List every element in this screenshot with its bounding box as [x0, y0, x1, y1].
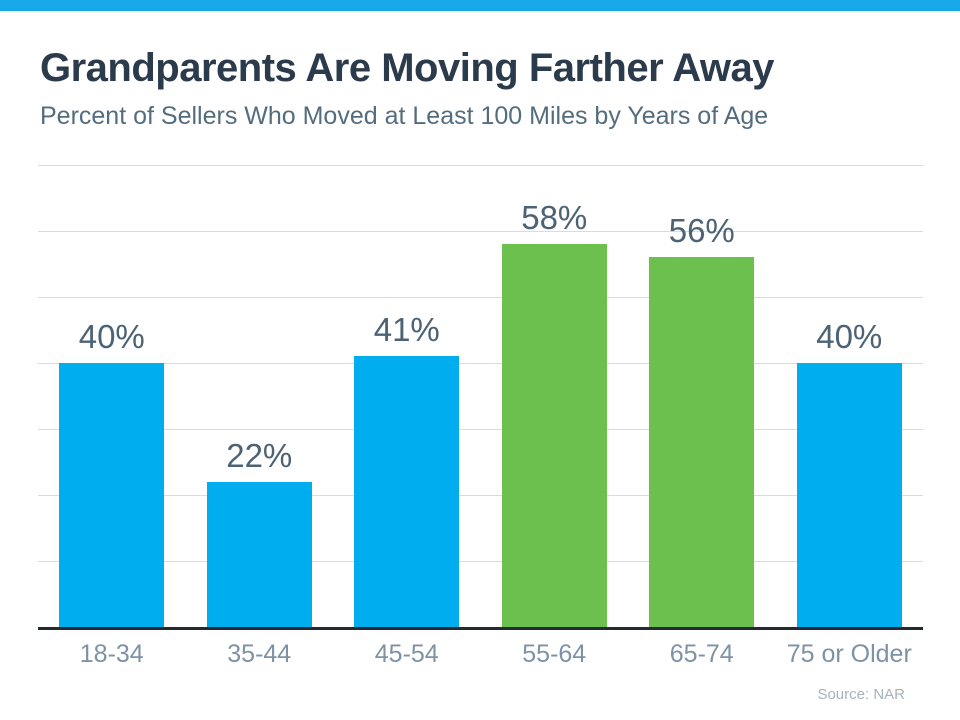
- gridline: [38, 297, 923, 298]
- bar-35-44: [206, 481, 312, 627]
- bar-value-label: 40%: [816, 318, 883, 355]
- bar-value-label: 41%: [373, 311, 440, 349]
- bar-18-34: [59, 363, 165, 627]
- bar-65-74: [649, 257, 755, 627]
- bar-value-label: 40%: [78, 318, 145, 355]
- bar-75-or-older: [796, 363, 902, 627]
- gridline: [38, 165, 923, 166]
- x-axis-label: 18-34: [79, 640, 144, 668]
- bar-cell: 56%: [628, 214, 776, 627]
- top-accent-bar: [0, 0, 960, 11]
- x-axis-label: 65-74: [669, 640, 734, 668]
- x-axis-label: 55-64: [522, 640, 587, 668]
- bar-cell: 22%: [186, 439, 334, 627]
- bars-row: 40% 22% 41% 58% 56% 40%: [38, 165, 923, 627]
- x-axis-label: 35-44: [227, 640, 292, 668]
- x-axis-label: 75 or Older: [786, 640, 912, 668]
- bar-cell: 58%: [481, 201, 629, 627]
- x-axis-labels: 18-34 35-44 45-54 55-64 65-74 75 or Older: [38, 638, 923, 671]
- gridline: [38, 561, 923, 562]
- gridline: [38, 231, 923, 232]
- bar-value-label: 58%: [521, 199, 588, 237]
- bar-55-64: [501, 244, 607, 627]
- bar-value-label: 56%: [668, 212, 735, 250]
- bar-cell: 41%: [333, 313, 481, 627]
- source-attribution: Source: NAR: [817, 686, 905, 703]
- gridline: [38, 363, 923, 364]
- gridline: [38, 495, 923, 496]
- bar-value-label: 22%: [226, 436, 293, 474]
- chart-title: Grandparents Are Moving Farther Away: [40, 46, 775, 90]
- chart-plot-area: 40% 22% 41% 58% 56% 40%: [38, 165, 923, 630]
- bar-cell: 40%: [38, 320, 186, 627]
- bar-cell: 40%: [776, 320, 924, 627]
- bar-45-54: [354, 356, 460, 627]
- chart-subtitle: Percent of Sellers Who Moved at Least 10…: [40, 102, 769, 130]
- gridline: [38, 429, 923, 430]
- x-axis-label: 45-54: [374, 640, 439, 668]
